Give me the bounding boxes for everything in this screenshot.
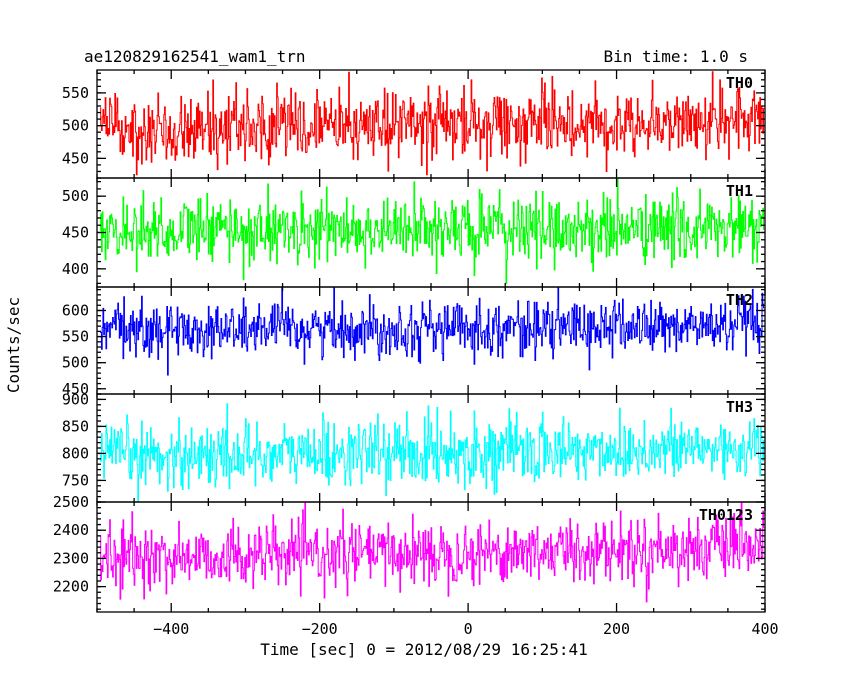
y-tick-label: 450 <box>62 380 89 398</box>
y-tick-label: 500 <box>62 117 89 135</box>
x-tick-label: 400 <box>751 620 778 638</box>
y-tick-label: 2400 <box>53 521 89 539</box>
series-label-th3: TH3 <box>726 398 753 416</box>
series-label-th2: TH2 <box>726 291 753 309</box>
series-line-th0 <box>99 71 765 176</box>
bin-time-label: Bin time: 1.0 s <box>604 47 749 66</box>
series-label-th0123: TH0123 <box>699 506 753 524</box>
y-tick-label: 850 <box>62 417 89 435</box>
series-line-th3 <box>99 403 765 502</box>
y-tick-label: 600 <box>62 301 89 319</box>
x-tick-label: −200 <box>302 620 338 638</box>
y-tick-label: 450 <box>62 149 89 167</box>
series-label-th1: TH1 <box>726 182 753 200</box>
panel-th3: 750 800 850 900 TH3 <box>62 390 766 503</box>
y-tick-label: 900 <box>62 390 89 408</box>
y-tick-label: 500 <box>62 354 89 372</box>
y-tick-label: 750 <box>62 471 89 489</box>
panel-th1: 400 450 500 TH1 <box>62 177 766 288</box>
y-tick-label: 800 <box>62 444 89 462</box>
y-tick-label: 2300 <box>53 549 89 567</box>
panel-th0: 450 500 550 TH0 <box>62 69 766 179</box>
series-label-th0: TH0 <box>726 74 753 92</box>
y-tick-label: 400 <box>62 260 89 278</box>
y-tick-label: 550 <box>62 84 89 102</box>
x-tick-label: 200 <box>603 620 630 638</box>
panel-th0123: 2200 2300 2400 2500 TH0123 <box>53 493 766 613</box>
panels-group: 450 500 550 TH0 400 450 500 TH1 450 500 550 600 TH2 7… <box>53 69 779 638</box>
x-tick-label: −400 <box>153 620 189 638</box>
series-line-th1 <box>99 178 765 284</box>
series-line-th0123 <box>99 502 765 603</box>
y-axis-label: Counts/sec <box>4 297 23 393</box>
panel-th2: 450 500 550 600 TH2 <box>62 286 766 398</box>
y-tick-label: 2200 <box>53 578 89 596</box>
y-tick-label: 550 <box>62 328 89 346</box>
y-tick-label: 2500 <box>53 493 89 511</box>
x-axis-label: Time [sec] 0 = 2012/08/29 16:25:41 <box>260 640 588 659</box>
chart-title: ae120829162541_wam1_trn <box>84 47 306 66</box>
y-tick-label: 500 <box>62 187 89 205</box>
y-tick-label: 450 <box>62 224 89 242</box>
series-line-th2 <box>99 287 765 376</box>
x-tick-label: 0 <box>464 620 473 638</box>
